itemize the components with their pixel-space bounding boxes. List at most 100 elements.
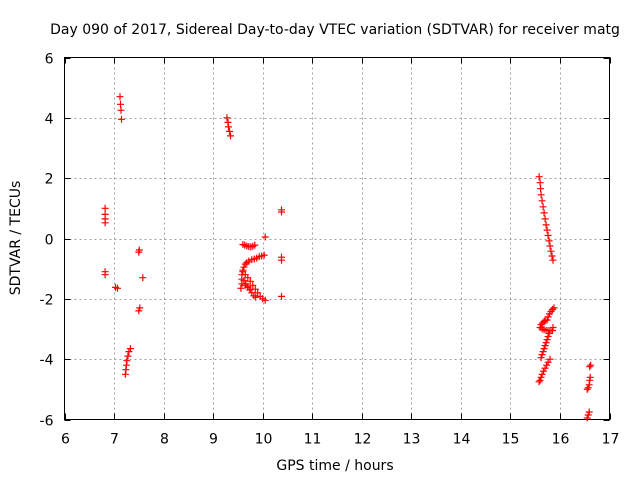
y-tick-label: 2 [45, 172, 54, 188]
data-point [546, 242, 554, 250]
data-point [540, 367, 548, 375]
data-point [540, 318, 548, 325]
data-point [541, 342, 549, 350]
data-point [543, 336, 551, 344]
data-point [546, 355, 554, 363]
data-point [254, 289, 262, 297]
x-tick-label: 14 [453, 432, 471, 448]
data-point [117, 100, 124, 108]
data-point [544, 232, 552, 239]
data-point [549, 256, 557, 264]
grid-lines [64, 57, 610, 420]
data-point [135, 307, 143, 315]
data-point [583, 414, 591, 422]
data-point [584, 411, 592, 419]
data-point [117, 106, 125, 114]
data-point [136, 304, 144, 312]
data-point [541, 215, 549, 223]
data-point [123, 357, 131, 365]
data-point [246, 285, 254, 293]
data-point [544, 333, 552, 340]
data-point [135, 246, 143, 254]
data-point [543, 226, 551, 234]
data-point [124, 352, 132, 360]
data-point [585, 408, 593, 416]
data-point [537, 191, 545, 199]
x-tick-label: 10 [255, 432, 273, 448]
x-tick-label: 12 [354, 432, 372, 448]
data-point [244, 274, 252, 282]
data-point [538, 197, 546, 205]
data-point [252, 293, 260, 301]
data-point [549, 324, 557, 331]
y-tick-label: -6 [40, 414, 54, 430]
data-point [586, 373, 594, 381]
data-point [246, 277, 254, 285]
data-point [543, 316, 551, 324]
data-point [139, 274, 147, 282]
data-point [126, 345, 134, 353]
data-point [261, 233, 269, 241]
data-point [241, 260, 249, 268]
data-point [538, 351, 546, 359]
data-point [545, 237, 553, 245]
data-point [240, 263, 248, 271]
x-tick-label: 16 [552, 432, 570, 448]
data-point [260, 251, 268, 259]
data-point [549, 305, 556, 313]
x-tick-label: 13 [403, 432, 421, 448]
data-point [101, 204, 109, 212]
data-point [223, 114, 231, 122]
data-point [548, 252, 556, 260]
y-tick-label: 0 [45, 233, 54, 249]
data-point [535, 173, 543, 181]
data-point [245, 257, 253, 265]
x-axis-label: GPS time / hours [276, 458, 393, 474]
y-axis-label: SDTVAR / TECUs [8, 181, 24, 296]
data-point [537, 185, 545, 193]
data-point [227, 132, 234, 140]
data-point [538, 370, 546, 378]
data-points [101, 93, 595, 422]
x-tick-label: 11 [304, 432, 322, 448]
data-point [536, 179, 544, 187]
data-point [536, 376, 544, 384]
data-point [101, 271, 109, 279]
data-point [587, 361, 595, 369]
data-point [542, 339, 550, 347]
data-point [114, 284, 121, 292]
data-point [550, 304, 558, 312]
data-point [225, 123, 232, 131]
x-tick-label: 8 [160, 432, 169, 448]
data-point [535, 378, 543, 386]
y-tick-label: -4 [40, 353, 54, 369]
x-tick-labels: 6 7 8 9 10 11 12 13 14 15 16 17 [61, 432, 619, 448]
y-tick-label: 4 [45, 112, 54, 128]
data-point [537, 354, 545, 362]
data-point [543, 361, 551, 369]
data-point [237, 284, 245, 292]
x-tick-label: 15 [502, 432, 520, 448]
y-tick-labels: 6 4 2 0 -2 -4 -6 [40, 52, 54, 430]
data-point [539, 348, 547, 356]
y-tick-label: 6 [45, 52, 54, 68]
data-point [278, 208, 285, 216]
data-point [540, 345, 548, 353]
data-point [116, 93, 124, 101]
axis-ticks [64, 57, 611, 421]
data-point [261, 296, 269, 304]
data-point [537, 373, 545, 381]
data-point [249, 281, 257, 289]
y-tick-label: -2 [40, 293, 54, 309]
data-point [540, 209, 548, 217]
data-point [101, 219, 109, 227]
x-tick-label: 17 [602, 432, 620, 448]
data-point [539, 203, 547, 211]
data-point [118, 115, 125, 123]
data-point [586, 363, 594, 371]
data-point [541, 364, 549, 372]
data-point [542, 221, 550, 229]
x-tick-label: 7 [110, 432, 119, 448]
plot-frame [64, 57, 610, 420]
